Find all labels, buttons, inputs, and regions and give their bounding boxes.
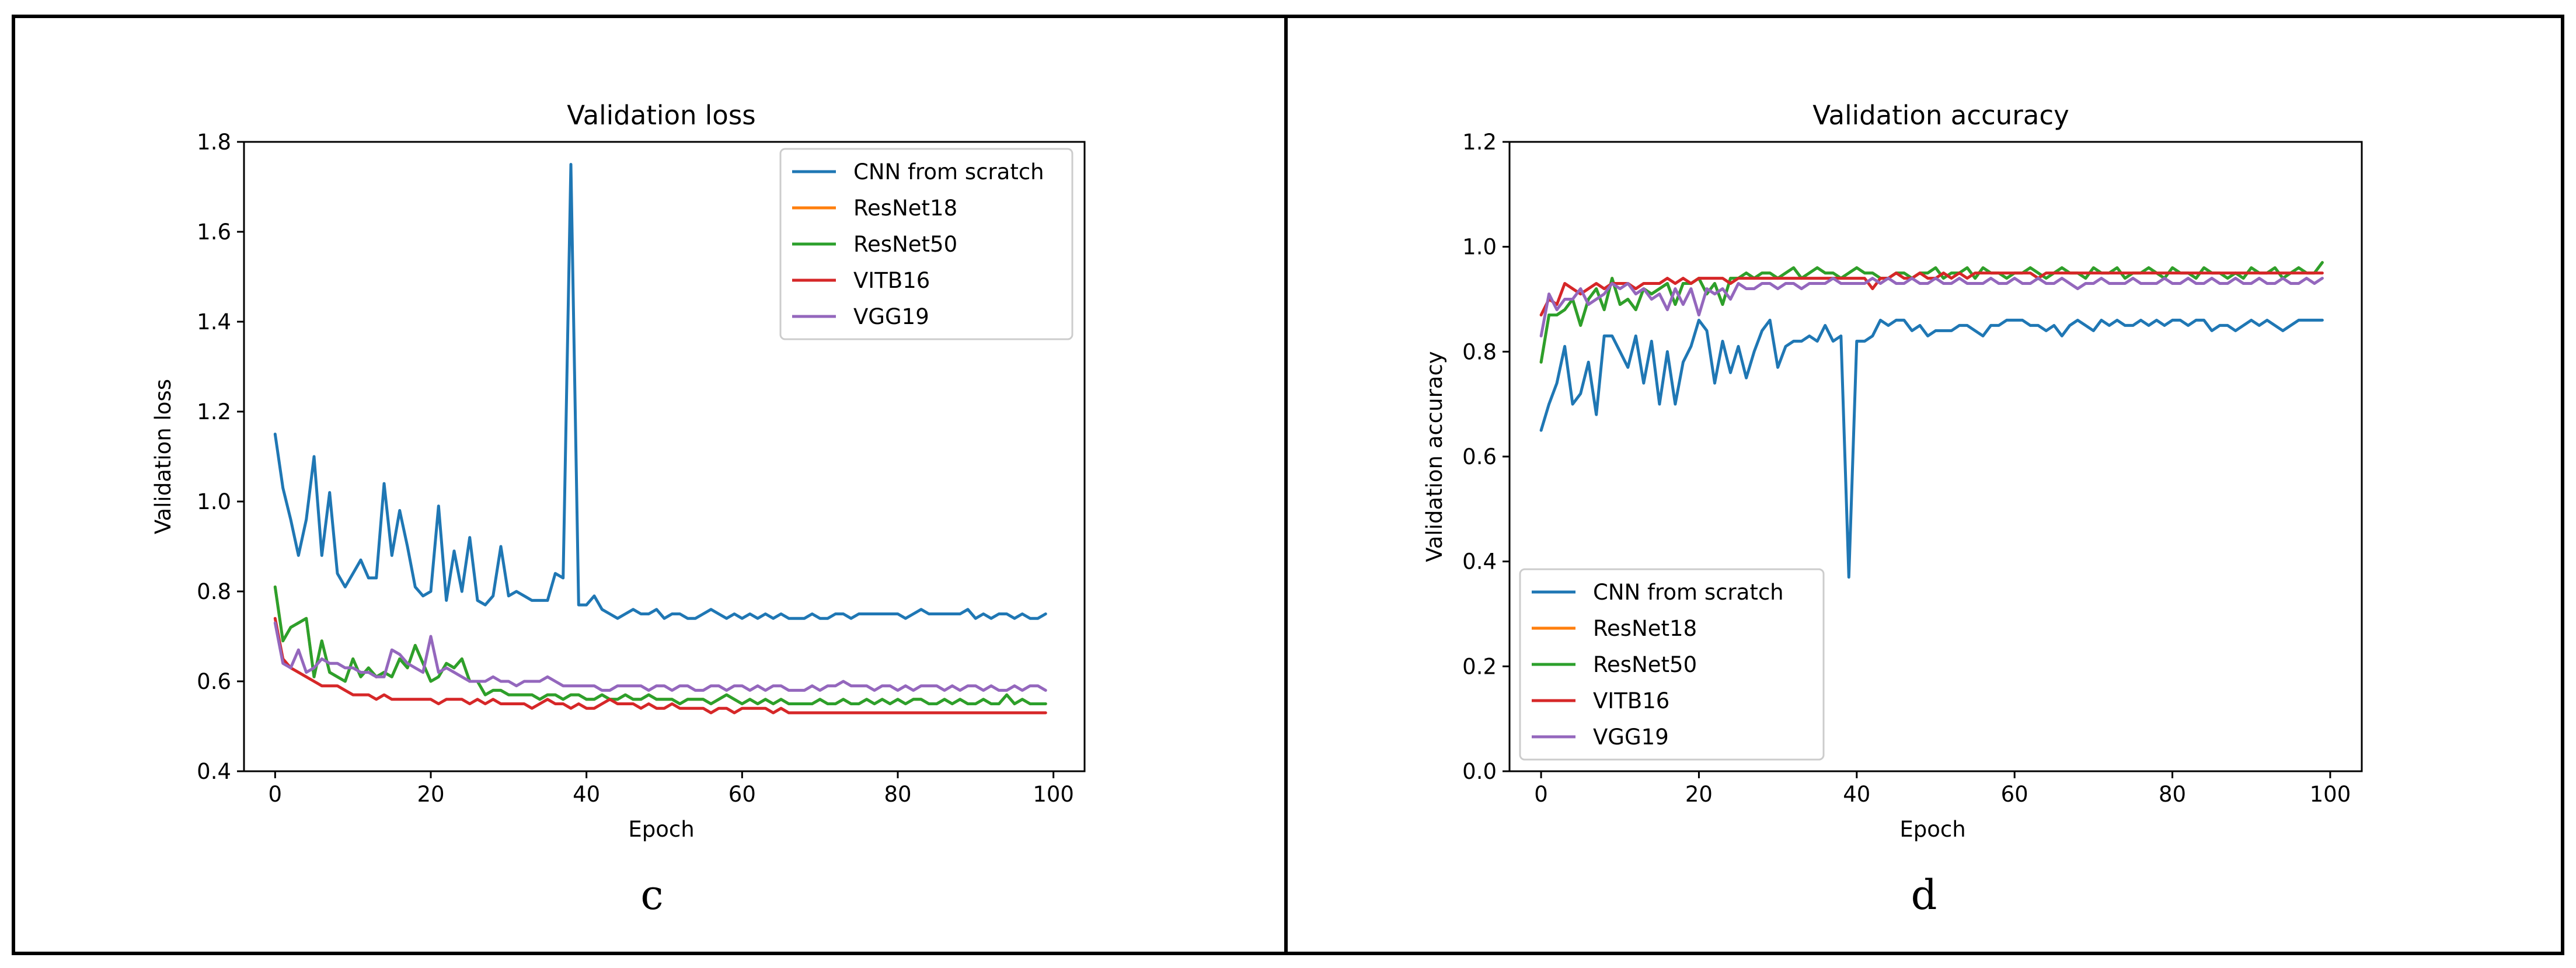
series-line-cnn-from-scratch <box>273 163 1047 620</box>
legend-entry-label: ResNet50 <box>853 232 957 257</box>
series-layer <box>1539 261 2324 579</box>
series-line-cnn-from-scratch <box>1539 318 2324 579</box>
y-tick-label: 1.0 <box>1462 235 1497 260</box>
x-tick-label: 100 <box>1033 782 1074 807</box>
y-tick-label: 0.4 <box>197 759 231 784</box>
y-tick-label: 1.2 <box>197 399 231 424</box>
series-line-resnet50 <box>1539 261 2324 364</box>
panel-label: d <box>1911 871 1937 919</box>
chart-validation-accuracy: Validation accuracy 0 20 40 60 80 100 0.0 0.2 0.… <box>1422 100 2363 919</box>
legend-entry-label: ResNet50 <box>1593 652 1697 677</box>
x-tick-label: 20 <box>1685 782 1713 807</box>
x-tick-label: 40 <box>573 782 600 807</box>
y-tick-label: 0.4 <box>1462 549 1497 574</box>
panel-d-frame <box>1284 15 2564 955</box>
y-tick-label: 0.8 <box>1462 339 1497 364</box>
y-tick-label: 1.0 <box>197 489 231 514</box>
legend-entry-label: VITB16 <box>1593 688 1669 713</box>
x-tick-label: 40 <box>1843 782 1870 807</box>
panel-label: c <box>640 871 663 919</box>
series-layer <box>273 163 1047 715</box>
series-line-vgg19 <box>1539 277 2324 337</box>
plot-frame <box>243 141 1086 772</box>
y-tick-label: 0.6 <box>1462 444 1497 469</box>
x-tick-label: 20 <box>417 782 444 807</box>
y-tick-label: 0.0 <box>1462 759 1497 784</box>
legend-entry-label: VITB16 <box>853 268 930 293</box>
y-axis-label: Validation loss <box>151 379 176 534</box>
x-tick-label: 100 <box>2310 782 2351 807</box>
chart-title: Validation accuracy <box>1812 100 2069 131</box>
x-tick-label: 0 <box>1534 782 1548 807</box>
series-line-vitb16 <box>273 617 1047 715</box>
series-line-vitb16 <box>1539 271 2324 316</box>
y-tick-label: 1.2 <box>1462 130 1497 155</box>
legend: CNN from scratch ResNet18 ResNet50 VITB16 VG… <box>779 148 1073 340</box>
x-tick-label: 80 <box>2159 782 2186 807</box>
y-tick-label: 0.2 <box>1462 654 1497 679</box>
x-tick-label: 60 <box>728 782 756 807</box>
y-tick-label: 1.6 <box>197 220 231 245</box>
legend-entry-label: VGG19 <box>853 304 929 329</box>
series-line-resnet50 <box>273 585 1047 705</box>
ticks-layer: 0 20 40 60 80 100 0.0 0.2 0.4 0.6 0.8 1.0 1.2 <box>1462 130 2351 807</box>
y-axis-label: Validation accuracy <box>1422 351 1447 562</box>
chart-title: Validation loss <box>567 100 755 131</box>
legend-entry-label: ResNet18 <box>1593 616 1697 641</box>
x-axis-label: Epoch <box>628 817 694 842</box>
y-tick-label: 1.4 <box>197 309 231 335</box>
y-tick-label: 0.6 <box>197 669 231 694</box>
x-axis-label: Epoch <box>1899 817 1965 842</box>
x-tick-label: 0 <box>269 782 283 807</box>
x-tick-label: 60 <box>2001 782 2028 807</box>
legend-box <box>779 148 1073 340</box>
legend-box <box>1519 568 1825 761</box>
chart-validation-loss: Validation loss 0 20 40 60 80 100 0.4 0.6 0.8 1.0… <box>151 100 1086 919</box>
x-tick-label: 80 <box>884 782 911 807</box>
y-tick-label: 1.8 <box>197 130 231 155</box>
y-tick-label: 0.8 <box>197 579 231 604</box>
legend-entry-label: VGG19 <box>1593 725 1669 750</box>
series-line-vgg19 <box>273 621 1047 692</box>
plot-frame <box>1508 141 2363 772</box>
ticks-layer: 0 20 40 60 80 100 0.4 0.6 0.8 1.0 1.2 1.4 1.6 1.8 <box>197 130 1074 807</box>
legend-entry-label: ResNet18 <box>853 196 957 221</box>
legend-entry-label: CNN from scratch <box>853 159 1044 184</box>
legend-entry-label: CNN from scratch <box>1593 580 1784 605</box>
legend: CNN from scratch ResNet18 ResNet50 VITB16 VG… <box>1519 568 1825 761</box>
